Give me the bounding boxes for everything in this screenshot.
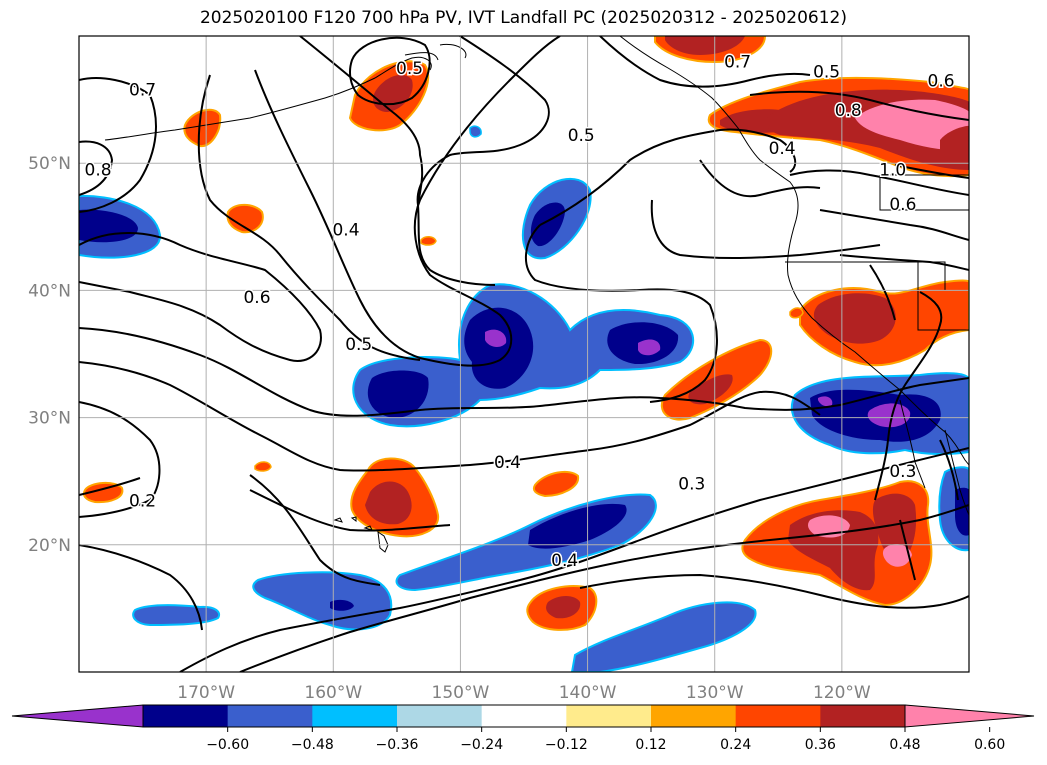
negative-anomaly-regions <box>79 125 969 672</box>
contour-label: 0.4 <box>494 453 521 473</box>
contour-label: 0.8 <box>85 161 112 181</box>
lon-tick-label: 150°W <box>432 683 490 703</box>
lat-tick-label: 40°N <box>28 281 71 301</box>
colorbar-segment <box>397 705 483 727</box>
axis-ticks: 170°W 160°W 150°W 140°W 130°W 120°W 50°N 40°N 30… <box>28 154 871 703</box>
colorbar-tick-label: 0.36 <box>805 737 836 753</box>
blue-region-west <box>79 194 162 259</box>
contour-label: 0.6 <box>243 288 270 308</box>
colorbar-tick-label: −0.12 <box>545 737 588 753</box>
contour-label: 0.5 <box>345 335 372 355</box>
red-region-hawaii <box>82 457 580 538</box>
contour-label: 0.8 <box>835 101 862 121</box>
colorbar-tick-label: −0.48 <box>291 737 334 753</box>
contour-label: 0.2 <box>129 491 156 511</box>
lat-tick-label: 20°N <box>28 536 71 556</box>
blue-region-central <box>352 283 695 428</box>
lon-tick-label: 130°W <box>686 683 744 703</box>
contour-label: 0.4 <box>332 220 359 240</box>
contour-label: 0.5 <box>813 63 840 83</box>
contour-lines <box>79 36 969 672</box>
lat-tick-label: 50°N <box>28 154 71 174</box>
blue-region-south-edge <box>938 466 969 552</box>
lon-tick-label: 160°W <box>304 683 362 703</box>
map-frame <box>78 35 970 673</box>
colorbar-segment <box>566 705 652 727</box>
map-title: 2025020100 F120 700 hPa PV, IVT Landfall… <box>199 8 847 28</box>
contour-label: 0.4 <box>551 551 578 571</box>
contour-label: 0.5 <box>568 126 595 146</box>
colorbar-tick-label: −0.36 <box>376 737 419 753</box>
lon-tick-label: 140°W <box>559 683 617 703</box>
colorbar-segment <box>481 705 567 727</box>
colorbar-outline <box>142 704 906 728</box>
lat-tick-label: 30°N <box>28 409 71 429</box>
contour-label: 0.4 <box>769 139 796 159</box>
red-region-south <box>526 585 598 631</box>
blue-region-southeast <box>790 372 969 456</box>
lon-tick-label: 170°W <box>177 683 235 703</box>
contour-label: 0.5 <box>396 59 423 79</box>
contour-label: 1.0 <box>879 161 906 181</box>
blue-region-mid-north <box>521 177 592 260</box>
lon-tick-label: 120°W <box>813 683 871 703</box>
red-region-northeast <box>707 76 969 178</box>
contour-label: 0.7 <box>129 80 156 100</box>
colorbar-extend-min <box>11 704 144 728</box>
red-region-north-top <box>654 36 767 64</box>
colorbar-tick-label: 0.24 <box>720 737 751 753</box>
contour-label: 0.6 <box>889 195 916 215</box>
contour-label: 0.3 <box>678 475 705 495</box>
contour-label: 0.7 <box>724 52 751 72</box>
colorbar-segment <box>651 705 737 727</box>
blue-region-south <box>469 125 757 672</box>
colorbar-segment <box>143 705 229 727</box>
contour-label: 0.6 <box>928 72 955 92</box>
contour-label: 0.3 <box>889 462 916 482</box>
blue-band-subtropical <box>395 493 657 592</box>
colorbar-tick-label: 0.12 <box>635 737 666 753</box>
red-region-west-small <box>183 108 437 246</box>
map-panel: 0.7 0.8 0.5 0.4 0.6 0.5 0.5 0.7 0.5 0.6 0.8 0.4 1.0 0… <box>78 35 970 673</box>
graticule <box>79 36 969 672</box>
contour-label-layer: 0.7 0.8 0.5 0.4 0.6 0.5 0.5 0.7 0.5 0.6 0.8 0.4 1.0 0… <box>83 51 956 573</box>
colorbar-extend-max <box>904 704 1035 728</box>
colorbar-segment <box>312 705 398 727</box>
colorbar-tick-label: −0.24 <box>460 737 503 753</box>
colorbar-segment <box>227 705 313 727</box>
colorbar-tick-label: −0.60 <box>206 737 249 753</box>
colorbar-tick-label: 0.60 <box>974 737 1005 753</box>
colorbar-segment <box>820 705 906 727</box>
colorbar-segment <box>735 705 821 727</box>
colorbar-tick-label: 0.48 <box>889 737 920 753</box>
colorbar: −0.60 −0.48 −0.36 −0.24 −0.12 0.12 0.24 0.36 0.4… <box>11 704 1035 753</box>
